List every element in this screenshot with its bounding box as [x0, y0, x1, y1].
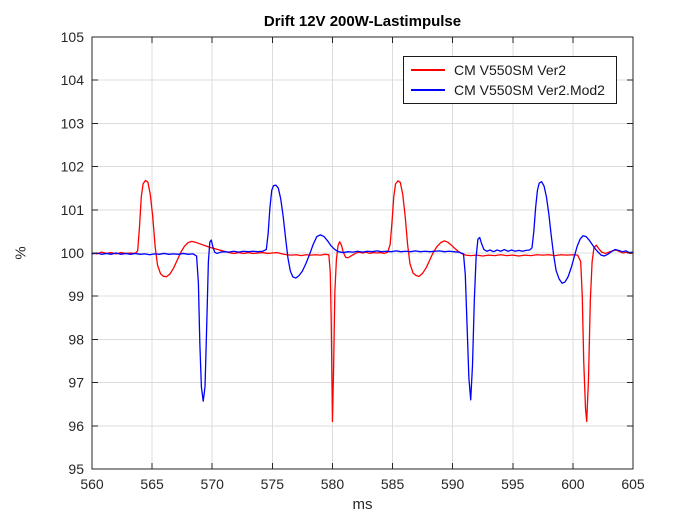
x-tick-label-580: 580	[321, 476, 345, 492]
x-axis-label: ms	[352, 496, 373, 513]
y-tick-label-105: 105	[61, 29, 85, 45]
y-tick-label-97: 97	[68, 375, 84, 391]
x-tick-label-565: 565	[140, 476, 164, 492]
legend-line-sample-red	[411, 69, 445, 71]
y-tick-label-95: 95	[68, 461, 84, 477]
y-tick-label-102: 102	[61, 159, 85, 175]
y-tick-label-100: 100	[61, 245, 85, 261]
x-tick-label-605: 605	[621, 476, 645, 492]
x-tick-label-560: 560	[80, 476, 104, 492]
series-line-0	[91, 179, 634, 423]
y-tick-label-104: 104	[61, 72, 85, 88]
x-tick-label-575: 575	[261, 476, 285, 492]
series-lines	[91, 179, 634, 423]
y-axis-label: %	[12, 246, 30, 260]
legend-entry-ver2-mod2: CM V550SM Ver2.Mod2	[404, 80, 616, 100]
legend-entry-ver2: CM V550SM Ver2	[404, 60, 616, 80]
y-tick-label-103: 103	[61, 115, 85, 131]
y-tick-label-96: 96	[68, 418, 84, 434]
x-tick-label-590: 590	[441, 476, 465, 492]
legend-label-ver2-mod2: CM V550SM Ver2.Mod2	[454, 82, 605, 98]
x-tick-label-600: 600	[561, 476, 585, 492]
series-line-1	[91, 181, 634, 402]
y-tick-label-101: 101	[61, 202, 85, 218]
tick-marks	[91, 36, 634, 470]
y-tick-labels: 95 96 97 98 99 100 101 102 103 104 105	[61, 29, 85, 477]
x-tick-labels: 560 565 570 575 580 585 590 595 600 605	[80, 476, 645, 492]
x-tick-label-570: 570	[201, 476, 225, 492]
legend: CM V550SM Ver2 CM V550SM Ver2.Mod2	[403, 56, 617, 104]
legend-line-sample-blue	[411, 89, 445, 91]
y-tick-label-99: 99	[68, 288, 84, 304]
y-tick-label-98: 98	[68, 331, 84, 347]
x-tick-label-595: 595	[501, 476, 525, 492]
x-tick-label-585: 585	[381, 476, 405, 492]
chart-title: Drift 12V 200W-Lastimpulse	[263, 13, 462, 30]
legend-label-ver2: CM V550SM Ver2	[454, 62, 567, 78]
